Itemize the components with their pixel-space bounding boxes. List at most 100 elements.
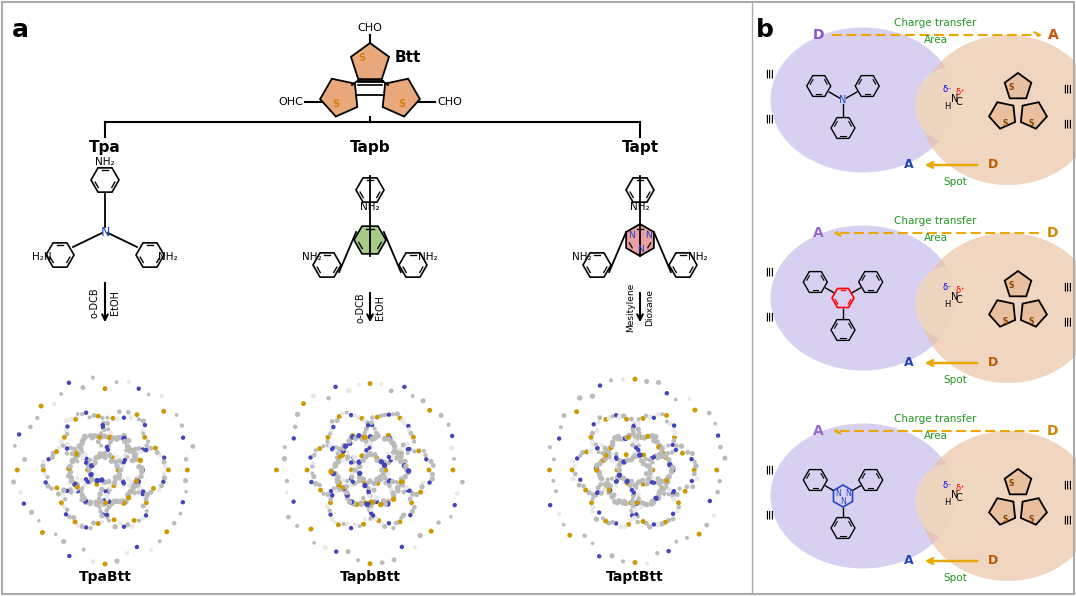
Circle shape <box>387 455 391 458</box>
Circle shape <box>123 461 126 464</box>
Circle shape <box>329 432 331 435</box>
Circle shape <box>137 465 141 468</box>
Circle shape <box>392 442 396 446</box>
Circle shape <box>398 417 401 420</box>
Circle shape <box>671 517 675 521</box>
Circle shape <box>629 417 633 421</box>
Text: S: S <box>1029 119 1034 128</box>
Circle shape <box>641 502 646 506</box>
Circle shape <box>635 486 638 489</box>
Circle shape <box>296 524 298 527</box>
Circle shape <box>73 457 77 461</box>
Circle shape <box>138 447 141 450</box>
Circle shape <box>651 461 654 464</box>
Text: δ⁺: δ⁺ <box>955 88 965 97</box>
Circle shape <box>358 501 363 505</box>
Circle shape <box>400 516 402 519</box>
Polygon shape <box>383 79 420 117</box>
Circle shape <box>94 500 98 504</box>
Circle shape <box>103 429 105 432</box>
Circle shape <box>336 485 340 489</box>
Circle shape <box>368 382 371 386</box>
Circle shape <box>341 449 345 453</box>
Circle shape <box>130 459 134 462</box>
Circle shape <box>63 498 67 501</box>
Circle shape <box>73 482 76 485</box>
Circle shape <box>65 419 69 423</box>
Circle shape <box>88 434 93 438</box>
Circle shape <box>99 500 103 504</box>
Circle shape <box>354 502 358 507</box>
Circle shape <box>613 436 618 440</box>
Circle shape <box>650 434 654 437</box>
Circle shape <box>387 480 391 483</box>
Circle shape <box>139 487 142 491</box>
Circle shape <box>691 480 693 483</box>
Circle shape <box>651 457 653 460</box>
Circle shape <box>136 545 139 548</box>
Circle shape <box>610 379 612 381</box>
Circle shape <box>330 517 334 521</box>
Circle shape <box>383 414 386 417</box>
Circle shape <box>667 493 670 495</box>
Circle shape <box>105 446 109 449</box>
Circle shape <box>668 422 672 426</box>
Circle shape <box>274 468 279 472</box>
Circle shape <box>590 501 593 504</box>
Circle shape <box>677 501 680 504</box>
Circle shape <box>392 527 395 530</box>
Circle shape <box>127 446 131 450</box>
Circle shape <box>127 496 130 500</box>
Circle shape <box>404 474 407 479</box>
Circle shape <box>368 435 372 439</box>
Circle shape <box>637 497 640 501</box>
Circle shape <box>69 470 72 474</box>
Circle shape <box>693 472 696 476</box>
Circle shape <box>112 518 116 522</box>
Circle shape <box>560 426 563 429</box>
Circle shape <box>400 451 404 454</box>
Circle shape <box>714 423 717 425</box>
Circle shape <box>672 424 676 427</box>
Circle shape <box>68 515 71 519</box>
Circle shape <box>365 444 368 447</box>
Ellipse shape <box>915 464 985 539</box>
Circle shape <box>350 477 353 480</box>
Circle shape <box>107 436 110 439</box>
Circle shape <box>84 454 87 457</box>
Circle shape <box>23 458 26 461</box>
Circle shape <box>422 482 424 484</box>
Circle shape <box>362 435 366 439</box>
Circle shape <box>563 414 566 417</box>
Circle shape <box>283 457 286 461</box>
Circle shape <box>116 468 119 472</box>
Circle shape <box>127 439 130 443</box>
Circle shape <box>714 468 719 472</box>
Circle shape <box>115 464 119 468</box>
Circle shape <box>142 490 145 493</box>
Circle shape <box>329 468 334 473</box>
Circle shape <box>126 455 129 458</box>
Circle shape <box>107 428 110 430</box>
Circle shape <box>429 460 433 464</box>
Circle shape <box>81 493 84 497</box>
Circle shape <box>145 510 147 513</box>
Circle shape <box>570 468 574 472</box>
Circle shape <box>606 482 610 486</box>
Circle shape <box>122 485 125 488</box>
Circle shape <box>417 449 421 452</box>
Circle shape <box>622 560 624 563</box>
Circle shape <box>672 498 676 501</box>
Circle shape <box>112 436 115 440</box>
Circle shape <box>664 482 668 485</box>
Circle shape <box>362 477 366 481</box>
Circle shape <box>132 491 137 495</box>
Circle shape <box>126 523 130 527</box>
Circle shape <box>639 436 643 439</box>
Circle shape <box>118 459 122 462</box>
Circle shape <box>162 456 166 459</box>
Circle shape <box>392 451 395 454</box>
Circle shape <box>103 562 107 566</box>
Circle shape <box>75 485 79 489</box>
Circle shape <box>124 454 127 457</box>
